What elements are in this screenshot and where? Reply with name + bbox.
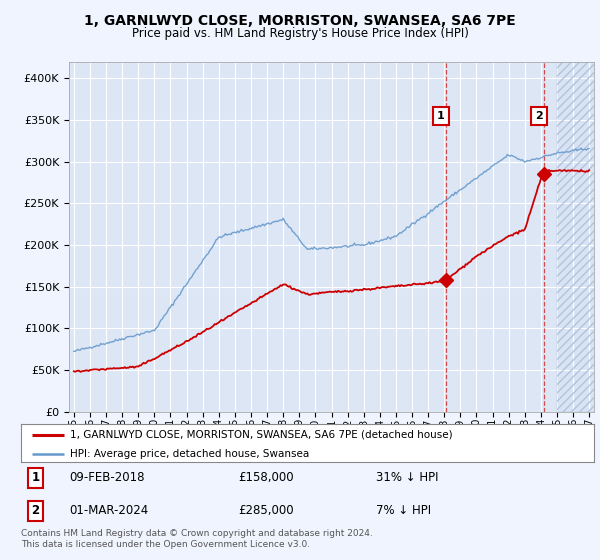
Bar [557,62,597,412]
Text: 31% ↓ HPI: 31% ↓ HPI [376,471,439,484]
Text: 01-MAR-2024: 01-MAR-2024 [70,504,149,517]
Text: 2: 2 [535,111,542,121]
Text: 1: 1 [437,111,445,121]
Text: £158,000: £158,000 [239,471,295,484]
Text: Contains HM Land Registry data © Crown copyright and database right 2024.
This d: Contains HM Land Registry data © Crown c… [21,529,373,549]
Text: HPI: Average price, detached house, Swansea: HPI: Average price, detached house, Swan… [70,449,309,459]
Text: 2: 2 [31,504,40,517]
Text: 1: 1 [31,471,40,484]
Text: £285,000: £285,000 [239,504,295,517]
Text: 1, GARNLWYD CLOSE, MORRISTON, SWANSEA, SA6 7PE (detached house): 1, GARNLWYD CLOSE, MORRISTON, SWANSEA, S… [70,430,452,440]
Text: 1, GARNLWYD CLOSE, MORRISTON, SWANSEA, SA6 7PE: 1, GARNLWYD CLOSE, MORRISTON, SWANSEA, S… [84,14,516,28]
Text: 09-FEB-2018: 09-FEB-2018 [70,471,145,484]
Bar [557,62,597,412]
Text: 7% ↓ HPI: 7% ↓ HPI [376,504,431,517]
Text: Price paid vs. HM Land Registry's House Price Index (HPI): Price paid vs. HM Land Registry's House … [131,27,469,40]
